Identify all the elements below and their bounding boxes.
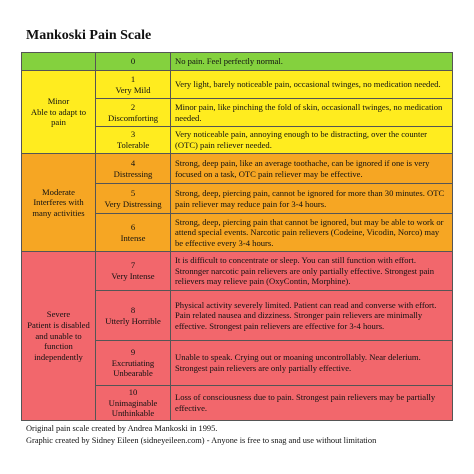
- level-number: 4: [130, 157, 136, 168]
- pain-table: 0 No pain. Feel perfectly normal. Minor Abl…: [21, 52, 453, 421]
- level-number: 2: [130, 101, 136, 112]
- level-number: 9: [130, 347, 136, 358]
- group-subtitle: Interferes with many activities: [32, 197, 85, 218]
- level-name: Tolerable: [116, 140, 150, 150]
- description: Strong, deep, piercing pain that cannot …: [170, 213, 453, 252]
- level-number: 1: [130, 73, 136, 84]
- level-cell: 8 Utterly Horrible: [95, 290, 171, 341]
- row: Minor Able to adapt to pain 1 Very Mild Very…: [21, 70, 453, 154]
- level-name: Utterly Horrible: [105, 315, 161, 326]
- level-number: 5: [130, 187, 136, 198]
- description: Strong, deep pain, like an average tooth…: [170, 153, 453, 184]
- description: Unable to speak. Crying out or moaning u…: [170, 340, 453, 386]
- description: Very light, barely noticeable pain, occa…: [170, 70, 453, 99]
- group-cell: Severe Patient is disabled and unable to …: [21, 251, 96, 421]
- group-subtitle: Patient is disabled and unable to functi…: [27, 320, 90, 362]
- level-name: Unimaginable Unthinkable: [108, 397, 158, 419]
- group-cell: Minor Able to adapt to pain: [21, 70, 96, 154]
- row: 0 No pain. Feel perfectly normal.: [21, 52, 453, 71]
- level-cell: 2 Discomforting: [95, 98, 171, 127]
- row: Severe Patient is disabled and unable to …: [21, 251, 453, 421]
- description: Minor pain, like pinching the fold of sk…: [170, 98, 453, 127]
- group-cell: Moderate Interferes with many activities: [21, 153, 96, 252]
- row: 2 Discomforting Minor pain, like pinching …: [21, 98, 453, 127]
- level-cell: 9 Excrutiating Unbearable: [95, 340, 171, 386]
- description: Strong, deep, piercing pain, cannot be i…: [170, 183, 453, 214]
- description: Loss of consciousness due to pain. Stron…: [170, 385, 453, 421]
- level-number: 0: [130, 56, 136, 67]
- level-cell: 4 Distressing: [95, 153, 171, 184]
- row: Moderate Interferes with many activities 4…: [21, 153, 453, 252]
- level-name: Very Mild: [115, 84, 151, 95]
- level-cell: 1 Very Mild: [95, 70, 171, 99]
- level-name: Intense: [120, 232, 146, 243]
- level-number: 3: [130, 129, 136, 140]
- level-name: Very Distressing: [104, 198, 162, 209]
- title: Mankoski Pain Scale: [26, 28, 152, 43]
- level-cell: 0: [95, 52, 171, 71]
- group-title: Minor: [47, 96, 70, 107]
- level-number: 7: [130, 260, 136, 271]
- level-cell: 7 Very Intense: [95, 251, 171, 291]
- description: Physical activity severely limited. Pati…: [170, 290, 453, 341]
- level-number: 6: [130, 221, 136, 232]
- level-name: Excrutiating Unbearable: [111, 357, 155, 379]
- description: No pain. Feel perfectly normal.: [170, 52, 453, 71]
- level-name: Distressing: [113, 168, 153, 179]
- description: It is difficult to concentrate or sleep.…: [170, 251, 453, 291]
- description: Very noticeable pain, annoying enough to…: [170, 126, 453, 154]
- group-title: Severe: [46, 309, 71, 320]
- level-cell: 10 Unimaginable Unthinkable: [95, 385, 171, 421]
- group-cell: [21, 52, 96, 71]
- level-number: 8: [130, 304, 136, 315]
- level-cell: 6 Intense: [95, 213, 171, 252]
- level-cell: 3 Tolerable: [95, 126, 171, 154]
- footer-line: Graphic created by Sidney Eileen (sidney…: [26, 436, 377, 445]
- level-name: Very Intense: [111, 271, 155, 281]
- level-name: Discomforting: [107, 112, 159, 123]
- footer-line: Original pain scale created by Andrea Ma…: [26, 424, 218, 433]
- group-title: Moderate: [42, 186, 75, 197]
- group-subtitle: Able to adapt to pain: [30, 106, 87, 128]
- row: 8 Utterly Horrible Physical activity sever…: [21, 290, 453, 341]
- level-number: 10: [128, 387, 138, 397]
- level-cell: 5 Very Distressing: [95, 183, 171, 214]
